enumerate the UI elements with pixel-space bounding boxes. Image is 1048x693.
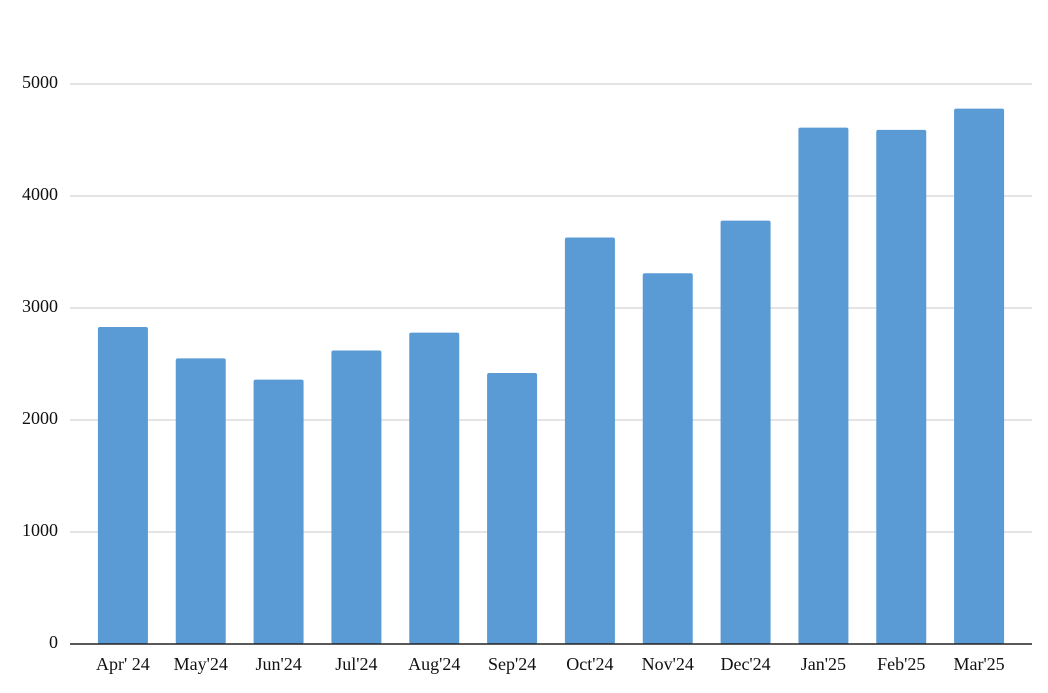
bar <box>331 350 382 644</box>
bar <box>798 127 849 645</box>
bar <box>954 108 1005 644</box>
y-tick-label: 0 <box>49 632 58 652</box>
x-tick-label: Aug'24 <box>408 654 460 674</box>
y-tick-label: 4000 <box>22 184 58 204</box>
y-tick-label: 5000 <box>22 72 58 92</box>
x-tick-label: Oct'24 <box>566 654 613 674</box>
bar <box>409 332 460 644</box>
bar <box>642 273 693 644</box>
bar <box>253 379 304 644</box>
bar <box>97 327 148 644</box>
x-tick-label: Jan'25 <box>801 654 846 674</box>
x-tick-label: Sep'24 <box>488 654 536 674</box>
bar <box>487 372 538 644</box>
y-tick-label: 3000 <box>22 296 58 316</box>
x-tick-label: Feb'25 <box>877 654 925 674</box>
x-tick-label: Nov'24 <box>642 654 694 674</box>
bar <box>175 358 226 644</box>
y-tick-label: 2000 <box>22 408 58 428</box>
x-tick-label: Mar'25 <box>953 654 1004 674</box>
bar <box>876 129 927 645</box>
bar <box>564 237 615 644</box>
y-tick-label: 1000 <box>22 520 58 540</box>
x-tick-label: Jun'24 <box>255 654 301 674</box>
bar <box>720 220 771 644</box>
x-tick-label: Jul'24 <box>335 654 377 674</box>
x-tick-label: May'24 <box>174 654 228 674</box>
x-tick-label: Apr' 24 <box>96 654 150 674</box>
x-tick-label: Dec'24 <box>720 654 770 674</box>
